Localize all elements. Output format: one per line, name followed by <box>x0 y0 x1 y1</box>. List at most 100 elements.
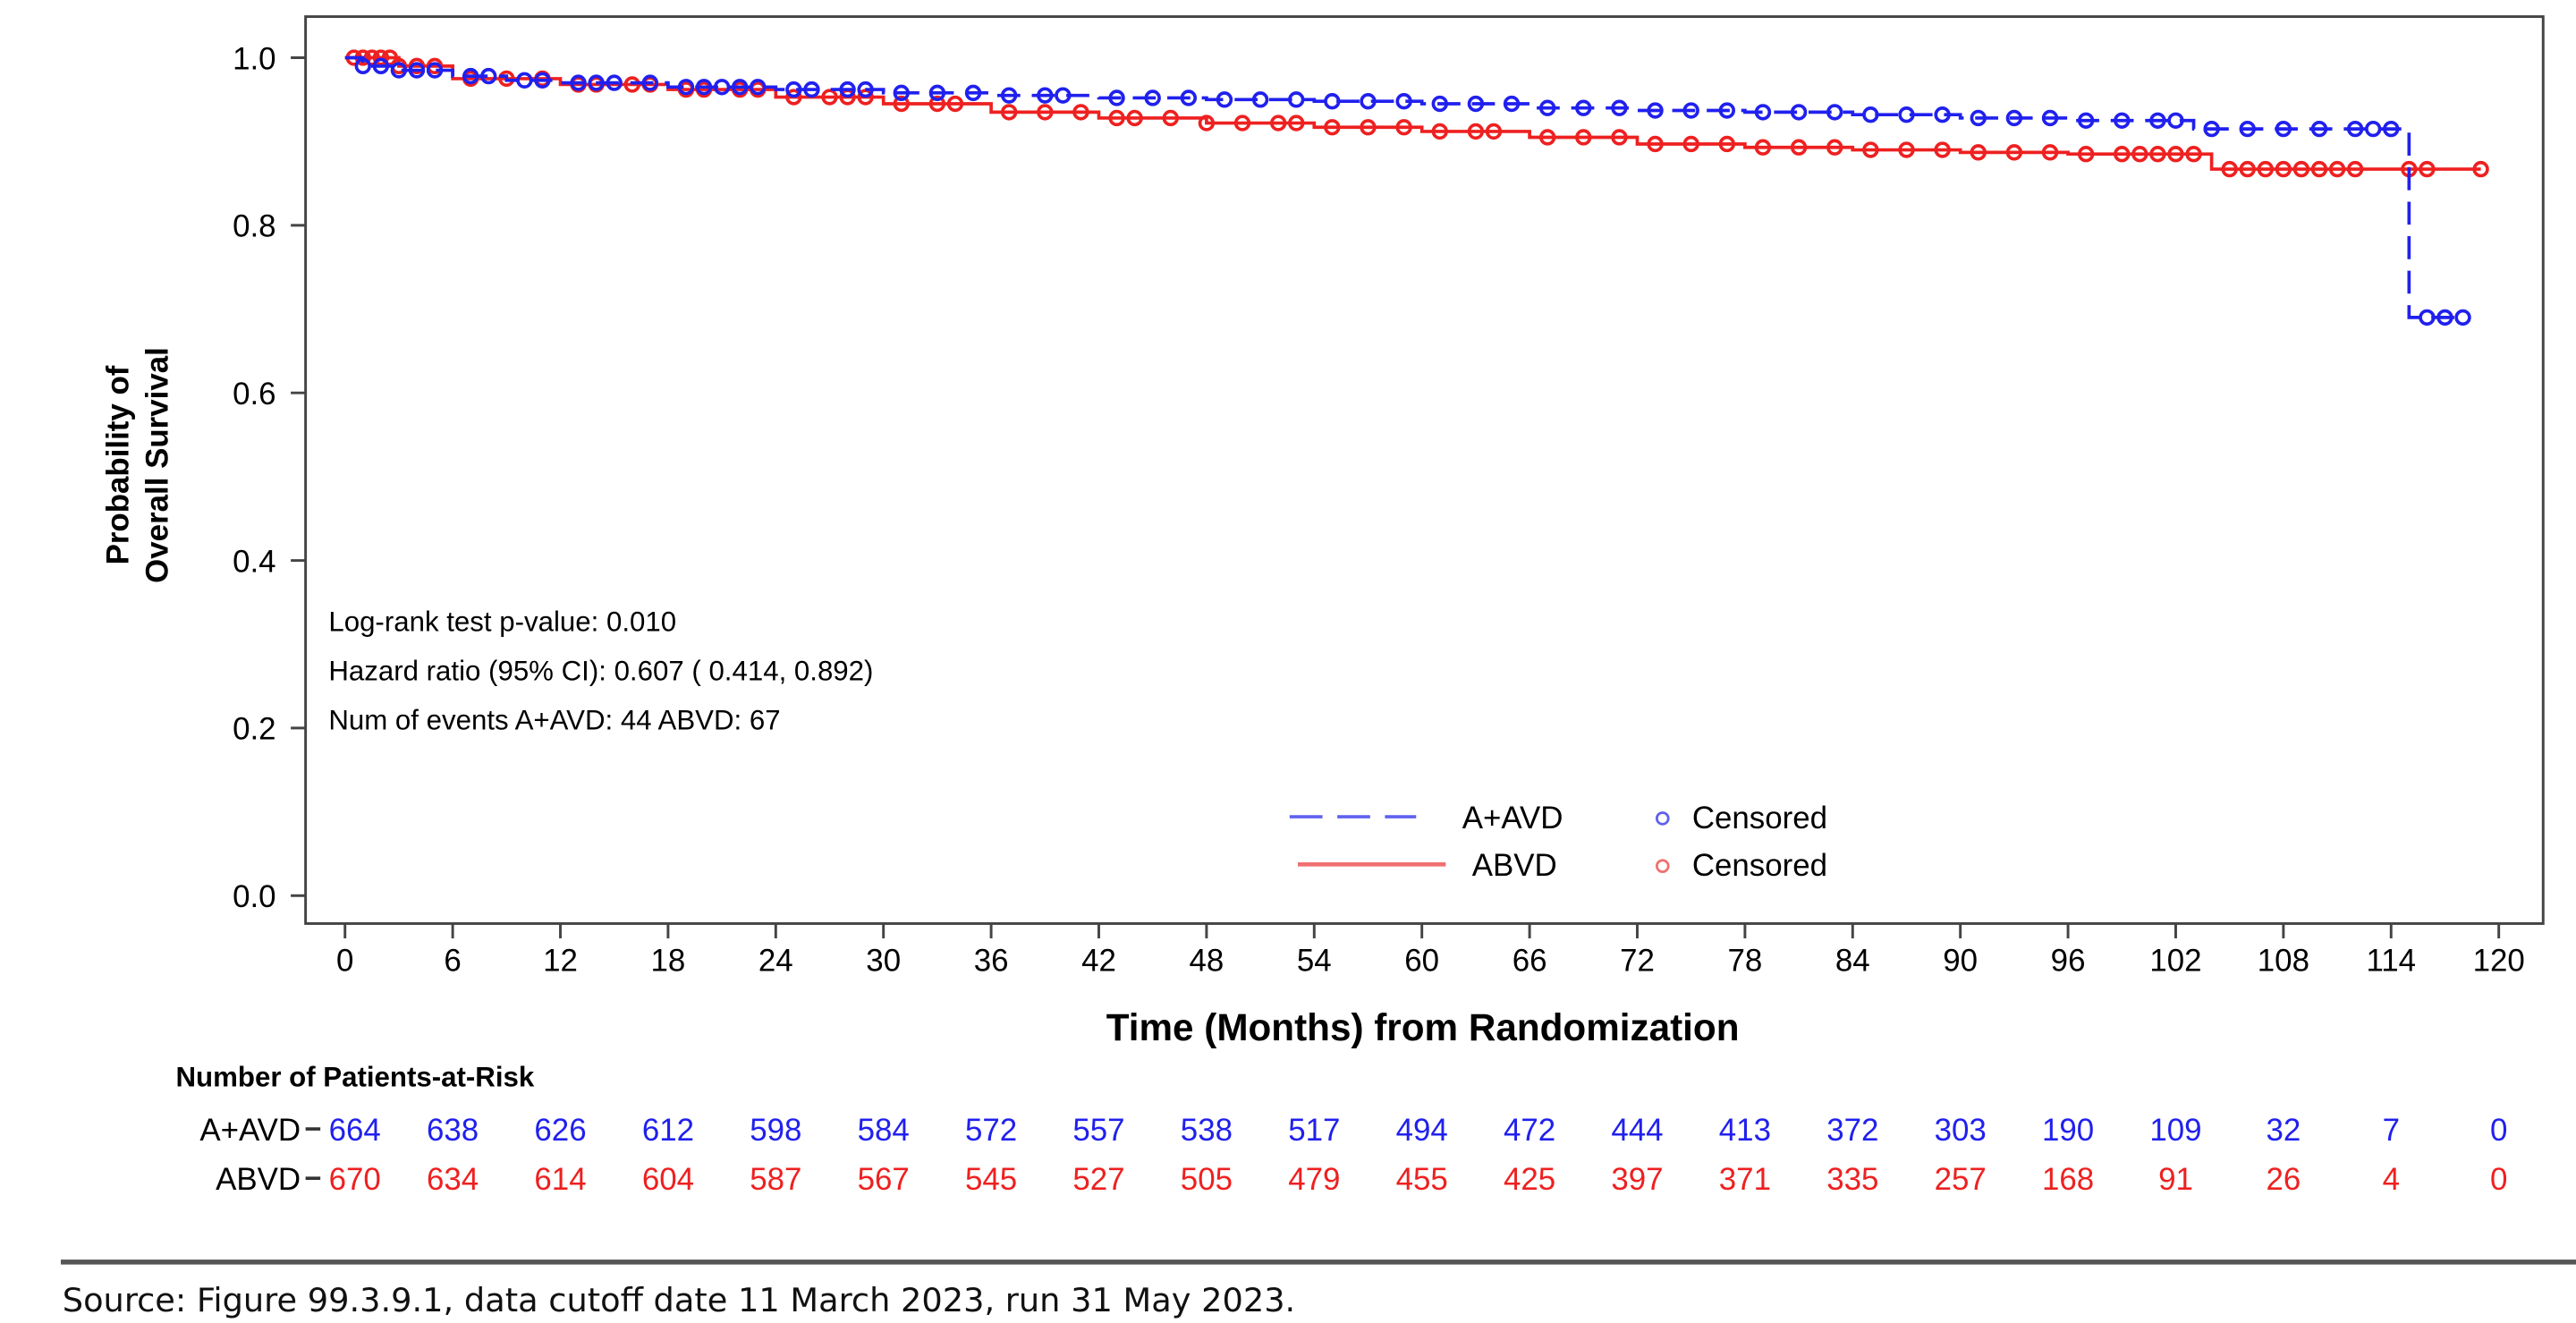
censored-marker-a-avd <box>390 62 408 79</box>
censored-marker-a-avd <box>803 81 820 98</box>
censored-marker-a-avd <box>2041 109 2059 127</box>
censored-marker-a-avd <box>857 81 874 98</box>
censored-marker-abvd <box>821 89 838 106</box>
risk-value: 494 <box>1396 1113 1448 1148</box>
legend-censored-marker-abvd <box>1655 859 1670 873</box>
censored-marker-abvd <box>1126 109 1143 127</box>
censored-marker-a-avd <box>2383 120 2400 138</box>
annotation-logrank: Log-rank test p-value: 0.010 <box>328 606 676 638</box>
censored-marker-a-avd <box>570 74 587 91</box>
legend-label-a-avd: A+AVD <box>1462 801 1563 835</box>
censored-marker-a-avd <box>964 84 982 102</box>
censored-marker-abvd <box>1898 141 1915 158</box>
censored-marker-abvd <box>2239 160 2256 178</box>
censored-marker-abvd <box>2346 160 2364 178</box>
censored-marker-a-avd <box>606 74 623 91</box>
risk-value: 303 <box>1935 1113 1987 1148</box>
censored-marker-a-avd <box>1934 106 1951 123</box>
censored-marker-abvd <box>1718 135 1736 153</box>
censored-marker-a-avd <box>2239 120 2256 138</box>
censored-marker-a-avd <box>2167 112 2184 129</box>
censored-marker-a-avd <box>1826 104 1843 121</box>
censored-marker-abvd <box>2257 160 2274 178</box>
censored-marker-abvd <box>1360 119 1377 136</box>
x-tick-label: 78 <box>1727 944 1762 979</box>
censored-marker-a-avd <box>1108 89 1125 106</box>
risk-table-title: Number of Patients-at-Risk <box>176 1061 535 1092</box>
censored-marker-a-avd <box>1970 109 1987 127</box>
censored-marker-abvd <box>623 76 640 93</box>
censored-marker-a-avd <box>677 79 695 96</box>
censored-marker-abvd <box>363 49 380 66</box>
censored-marker-abvd <box>1826 139 1843 156</box>
censored-marker-a-avd <box>462 67 479 85</box>
risk-value: 527 <box>1072 1162 1124 1197</box>
censored-marker-abvd <box>2005 144 2023 161</box>
x-tick-label: 6 <box>444 944 461 979</box>
censored-marker-abvd <box>1233 114 1251 131</box>
censored-marker-a-avd <box>1503 95 1521 113</box>
risk-value: 0 <box>2490 1162 2507 1197</box>
censored-marker-a-avd <box>1000 87 1018 104</box>
risk-value: 425 <box>1504 1162 1555 1197</box>
censored-marker-abvd <box>2328 160 2346 178</box>
censored-marker-abvd <box>1934 141 1951 158</box>
x-tick-label: 96 <box>2051 944 2086 979</box>
censored-marker-abvd <box>1037 104 1054 121</box>
y-tick-label: 1.0 <box>233 41 275 76</box>
censored-marker-a-avd <box>1180 89 1198 106</box>
censored-marker-a-avd <box>1575 99 1592 116</box>
censored-marker-a-avd <box>1037 87 1054 104</box>
legend: A+AVD Censored ABVD Censored <box>1289 801 1827 883</box>
x-axis: 0 6 12 18 24 30 36 42 48 54 60 66 72 78 84 90 96 102 108 11… <box>336 923 2525 979</box>
x-tick-label: 114 <box>2366 944 2416 979</box>
censored-marker-abvd <box>1538 129 1556 146</box>
censored-marker-a-avd <box>928 84 946 102</box>
censored-marker-abvd <box>1162 109 1179 127</box>
risk-value: 372 <box>1826 1113 1878 1148</box>
censored-marker-a-avd <box>1360 93 1377 110</box>
risk-value: 517 <box>1288 1113 1340 1148</box>
risk-row-label: ABVD <box>216 1162 301 1197</box>
censored-marker-a-avd <box>1216 91 1233 108</box>
x-tick-label: 0 <box>336 944 353 979</box>
risk-value: 634 <box>427 1162 479 1197</box>
censored-marker-abvd <box>1647 135 1664 153</box>
censored-marker-a-avd <box>2077 112 2095 129</box>
risk-table: A+AVD 664 638 626 612 598 584 572 557 538 517 494 47… <box>199 1113 2507 1197</box>
censored-marker-a-avd <box>2436 309 2453 327</box>
censored-marker-abvd <box>1485 123 1503 140</box>
risk-value: 638 <box>427 1113 479 1148</box>
censored-marker-a-avd <box>2419 309 2436 327</box>
risk-value: 109 <box>2149 1113 2201 1148</box>
censored-marker-a-avd <box>1611 99 1628 116</box>
risk-value: 557 <box>1072 1113 1124 1148</box>
censored-marker-a-avd <box>750 79 767 96</box>
risk-value: 587 <box>750 1162 801 1197</box>
risk-value: 670 <box>329 1162 381 1197</box>
censored-marker-a-avd <box>1718 102 1736 119</box>
censored-marker-a-avd <box>713 79 731 96</box>
legend-label-abvd: ABVD <box>1472 848 1557 883</box>
x-axis-title: Time (Months) from Randomization <box>1106 1006 1740 1048</box>
censored-marker-a-avd <box>731 79 749 96</box>
censored-marker-abvd <box>1198 114 1216 131</box>
censored-marker-abvd <box>946 95 964 113</box>
risk-value: 335 <box>1826 1162 1878 1197</box>
x-tick-label: 18 <box>651 944 686 979</box>
censored-marker-a-avd <box>641 74 659 91</box>
censored-marker-abvd <box>1575 129 1592 146</box>
risk-row-label: A+AVD <box>199 1113 301 1148</box>
x-tick-label: 102 <box>2149 944 2201 979</box>
curve-abvd <box>344 55 2481 171</box>
legend-censored-label-a-avd: Censored <box>1692 801 1827 835</box>
risk-value: 413 <box>1719 1113 1771 1148</box>
censored-marker-a-avd <box>1682 102 1699 119</box>
risk-value: 0 <box>2490 1113 2507 1148</box>
risk-value: 168 <box>2042 1162 2094 1197</box>
y-tick-label: 0.0 <box>233 879 275 914</box>
risk-value: 455 <box>1396 1162 1448 1197</box>
censored-marker-abvd <box>2149 146 2166 163</box>
censored-marker-a-avd <box>480 67 497 85</box>
censored-marker-a-avd <box>1538 99 1556 116</box>
